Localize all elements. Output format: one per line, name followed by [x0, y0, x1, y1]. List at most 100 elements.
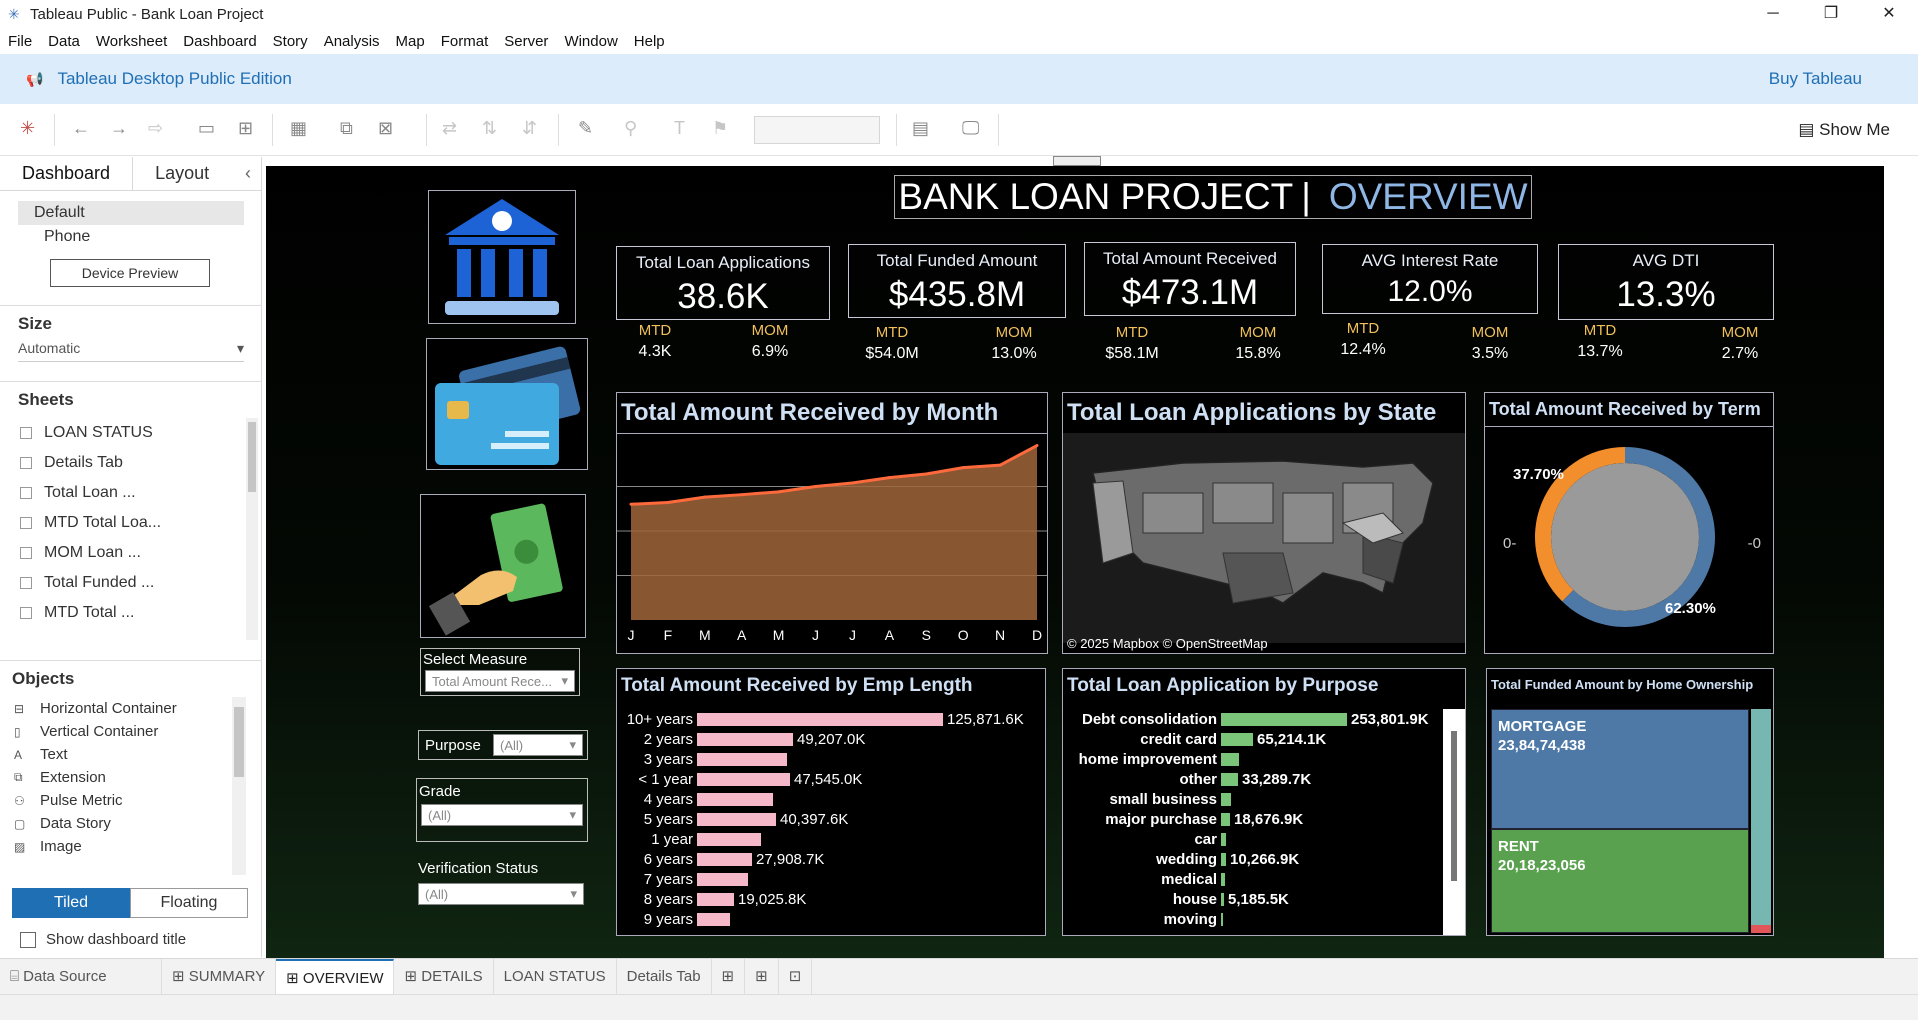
sheet-item[interactable]: MOM Loan ...: [0, 538, 262, 568]
undo-icon[interactable]: ←: [72, 118, 90, 138]
collapse-pane-icon[interactable]: ‹: [245, 163, 251, 183]
bar[interactable]: [697, 832, 761, 846]
presentation-icon[interactable]: 🖵: [962, 118, 980, 138]
show-me-button[interactable]: ▤ Show Me: [1798, 120, 1890, 139]
sheet-item[interactable]: Total Funded ...: [0, 568, 262, 598]
device-preview-button[interactable]: Device Preview: [50, 259, 210, 287]
size-dropdown[interactable]: Automatic ▾: [18, 340, 244, 362]
bar[interactable]: [1221, 812, 1230, 826]
device-phone[interactable]: Phone: [44, 228, 91, 245]
object-text[interactable]: A Text: [0, 743, 262, 766]
tab-details-sheet[interactable]: Details Tab: [617, 958, 712, 995]
menu-file[interactable]: File: [8, 32, 33, 50]
bar[interactable]: [697, 732, 793, 746]
new-worksheet-icon[interactable]: ▦: [290, 118, 308, 138]
object-extension[interactable]: ⧉ Extension: [0, 766, 262, 789]
us-map[interactable]: [1063, 433, 1465, 643]
grade-dropdown[interactable]: (All) ▾: [421, 804, 583, 826]
pin-icon[interactable]: ⚑: [712, 118, 729, 138]
bar[interactable]: [697, 772, 790, 786]
bar[interactable]: [697, 852, 752, 866]
bar[interactable]: [1221, 892, 1224, 906]
bar[interactable]: [1221, 752, 1239, 766]
new-story-icon[interactable]: ⊡: [779, 958, 813, 995]
tab-loan-status[interactable]: LOAN STATUS: [494, 958, 617, 995]
object-data-story[interactable]: ▢ Data Story: [0, 812, 262, 835]
menu-window[interactable]: Window: [564, 32, 618, 50]
verification-dropdown[interactable]: (All) ▾: [418, 883, 584, 905]
rent-tile[interactable]: RENT 20,18,23,056: [1491, 829, 1749, 933]
tab-summary[interactable]: ⊞ SUMMARY: [162, 958, 277, 995]
redo-icon[interactable]: →: [110, 118, 128, 138]
tab-data-source[interactable]: ⌸ Data Source: [0, 958, 162, 995]
new-datasource-icon[interactable]: ⊞: [238, 118, 254, 138]
bar[interactable]: [1221, 852, 1226, 866]
floating-button[interactable]: Floating: [130, 888, 248, 918]
own-tile[interactable]: [1751, 925, 1771, 933]
highlight-icon[interactable]: ✎: [578, 118, 594, 138]
menu-map[interactable]: Map: [395, 32, 425, 50]
checkbox-box[interactable]: [20, 931, 36, 948]
other-tile[interactable]: [1751, 709, 1771, 933]
menu-help[interactable]: Help: [633, 32, 665, 50]
bar[interactable]: [1221, 712, 1347, 726]
bar[interactable]: [1221, 792, 1231, 806]
minimize-button[interactable]: ─: [1767, 5, 1779, 22]
bar[interactable]: [697, 912, 730, 926]
bar[interactable]: [1221, 832, 1226, 846]
select-measure-dropdown[interactable]: Total Amount Rece... ▾: [425, 670, 575, 692]
menu-format[interactable]: Format: [440, 32, 489, 50]
bar[interactable]: [697, 752, 787, 766]
tab-layout[interactable]: Layout: [132, 157, 232, 190]
object-image[interactable]: ▨ Image: [0, 835, 262, 858]
device-default[interactable]: Default: [18, 201, 244, 225]
menu-server[interactable]: Server: [504, 32, 549, 50]
replay-icon[interactable]: ⇨: [148, 118, 164, 138]
object-horizontal-container[interactable]: ⊟ Horizontal Container: [0, 697, 262, 720]
buy-tableau-link[interactable]: Buy Tableau: [1768, 69, 1862, 88]
bar[interactable]: [1221, 732, 1253, 746]
purpose-scrollbar[interactable]: [1443, 709, 1465, 935]
close-button[interactable]: ✕: [1882, 5, 1896, 22]
tiled-button[interactable]: Tiled: [12, 888, 130, 918]
restore-button[interactable]: ❐: [1823, 5, 1839, 22]
show-cards-icon[interactable]: ▤: [912, 118, 930, 138]
show-dashboard-title-checkbox[interactable]: Show dashboard title: [20, 931, 186, 948]
bar[interactable]: [1221, 872, 1225, 886]
bar[interactable]: [1221, 772, 1238, 786]
menu-data[interactable]: Data: [48, 32, 80, 50]
tableau-logo-icon[interactable]: ✳: [20, 118, 36, 138]
tab-overview[interactable]: ⊞ OVERVIEW: [276, 958, 395, 995]
sort-desc-icon[interactable]: ⇵: [522, 118, 538, 138]
sheet-item[interactable]: Details Tab: [0, 448, 262, 478]
objects-scrollbar[interactable]: [232, 697, 246, 875]
menu-story[interactable]: Story: [272, 32, 308, 50]
menu-worksheet[interactable]: Worksheet: [95, 32, 168, 50]
fit-dropdown[interactable]: [754, 116, 880, 144]
object-pulse-metric[interactable]: ⚇ Pulse Metric: [0, 789, 262, 812]
sheets-scrollbar[interactable]: [246, 418, 258, 640]
tab-dashboard[interactable]: Dashboard: [0, 157, 133, 190]
clear-sheet-icon[interactable]: ⊠: [378, 118, 394, 138]
labels-icon[interactable]: T: [674, 118, 685, 138]
bar[interactable]: [697, 892, 734, 906]
sheet-item[interactable]: LOAN STATUS: [0, 418, 262, 448]
bar[interactable]: [697, 872, 748, 886]
duplicate-sheet-icon[interactable]: ⧉: [340, 118, 353, 138]
dashboard-resize-handle[interactable]: [1053, 156, 1101, 166]
bar[interactable]: [697, 712, 943, 726]
mortgage-tile[interactable]: MORTGAGE 23,84,74,438: [1491, 709, 1749, 829]
sheet-item[interactable]: Total Loan ...: [0, 478, 262, 508]
menu-dashboard[interactable]: Dashboard: [183, 32, 257, 50]
sheet-item[interactable]: MTD Total ...: [0, 598, 262, 628]
bar[interactable]: [1221, 912, 1223, 926]
menu-analysis[interactable]: Analysis: [323, 32, 380, 50]
new-worksheet-icon[interactable]: ⊞: [712, 958, 746, 995]
group-icon[interactable]: ⚲: [624, 118, 638, 138]
save-icon[interactable]: ▭: [198, 118, 216, 138]
tab-details[interactable]: ⊞ DETAILS: [394, 958, 494, 995]
purpose-dropdown[interactable]: (All) ▾: [493, 734, 583, 756]
object-vertical-container[interactable]: ▯ Vertical Container: [0, 720, 262, 743]
bar[interactable]: [697, 792, 773, 806]
new-dashboard-icon[interactable]: ⊞: [745, 958, 779, 995]
